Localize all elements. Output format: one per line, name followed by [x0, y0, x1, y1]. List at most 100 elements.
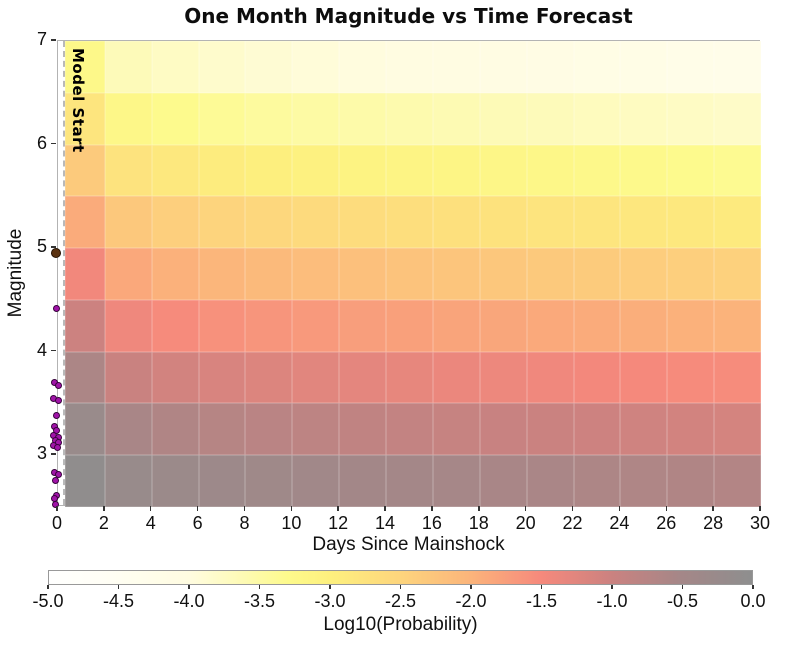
heatmap-cell [573, 248, 621, 300]
x-tick-label: 16 [421, 513, 442, 533]
plot-area: Model Start [50, 40, 761, 509]
heatmap-cell [526, 455, 574, 507]
heatmap-cell [620, 403, 668, 456]
heatmap-cell [714, 455, 761, 507]
chart-title: One Month Magnitude vs Time Forecast [184, 4, 633, 28]
heatmap-cell [526, 248, 574, 300]
heatmap-cell [104, 196, 152, 249]
heatmap-cell [292, 144, 340, 197]
heatmap-cell [65, 248, 105, 300]
colorbar-label: Log10(Probability) [323, 614, 478, 635]
x-tick-label: 24 [609, 513, 630, 533]
x-tick-mark [571, 506, 574, 511]
heatmap-cell [245, 144, 293, 197]
heatmap-cell [620, 92, 668, 145]
heatmap-cell [432, 196, 480, 249]
heatmap-cell [339, 455, 387, 507]
heatmap-cell [526, 351, 574, 404]
heatmap-cell [714, 248, 761, 300]
heatmap-cell [151, 144, 199, 197]
heatmap-cell [714, 299, 761, 352]
heatmap-cell [573, 196, 621, 249]
heatmap-cell [339, 403, 387, 456]
x-tick-mark [384, 506, 386, 511]
heatmap-cell [573, 403, 621, 456]
heatmap-cell [65, 196, 105, 249]
heatmap-cell [292, 41, 340, 93]
heatmap-cell [479, 248, 527, 300]
y-tick-mark [51, 349, 56, 352]
heatmap-cell [620, 299, 668, 352]
heatmap-cell [432, 403, 480, 456]
heatmap-cell [65, 144, 105, 197]
heatmap-cell [151, 455, 199, 507]
heatmap-cell [526, 196, 574, 249]
heatmap-cell [198, 196, 246, 249]
y-tick-mark [51, 39, 56, 41]
heatmap-cell [104, 403, 152, 456]
heatmap-cell [667, 403, 715, 456]
heatmap-cell [432, 144, 480, 197]
heatmap-cell [479, 41, 527, 93]
colorbar-tick-label: -0.5 [666, 591, 699, 611]
colorbar-tick-label: -2.0 [455, 591, 487, 611]
heatmap-cell [104, 351, 152, 404]
heatmap-cell [339, 196, 387, 249]
heatmap-cell [479, 92, 527, 145]
heatmap-cell [386, 41, 433, 93]
colorbar-tick-mark [611, 585, 613, 589]
heatmap-cell [245, 455, 293, 507]
heatmap-cell [104, 41, 152, 93]
heatmap-cell [65, 299, 105, 352]
heatmap-cell [667, 92, 715, 145]
colorbar-tick-label: -4.5 [102, 591, 135, 611]
heatmap-cell [714, 92, 761, 145]
heatmap-cell [245, 196, 293, 249]
heatmap-cell [339, 41, 387, 93]
x-tick-label: 2 [98, 513, 109, 533]
model-start-line [62, 41, 65, 505]
heatmap-cell [620, 351, 668, 404]
heatmap-cell [245, 403, 293, 456]
x-tick-mark [337, 506, 339, 511]
heatmap-cell [667, 299, 715, 352]
heatmap-cell [151, 351, 199, 404]
colorbar-tick-mark [681, 585, 684, 589]
colorbar-tick-mark [752, 585, 754, 589]
heatmap-cell [667, 351, 715, 404]
x-tick-label: 14 [375, 513, 396, 533]
heatmap-cell [292, 351, 340, 404]
x-tick-label: 6 [192, 513, 203, 533]
x-tick-label: 4 [145, 513, 156, 533]
heatmap-cell [573, 299, 621, 352]
x-tick-mark [103, 506, 105, 511]
x-tick-label: 12 [328, 513, 349, 533]
heatmap-cell [573, 144, 621, 197]
heatmap-cell [526, 403, 574, 456]
heatmap-cell [292, 403, 340, 456]
heatmap-cell [104, 455, 152, 507]
heatmap-cell [151, 41, 199, 93]
heatmap-cell [573, 41, 621, 93]
heatmap-cell [667, 41, 715, 93]
heatmap-cell [104, 248, 152, 300]
heatmap-cell [292, 455, 340, 507]
heatmap-cell [292, 92, 340, 145]
aftershock-point [52, 501, 60, 509]
heatmap-cell [386, 403, 433, 456]
y-tick-mark [51, 246, 56, 248]
colorbar-tick-label: 0.0 [740, 591, 766, 611]
x-tick-label: 28 [703, 513, 724, 533]
heatmap-cell [386, 351, 433, 404]
heatmap-cell [386, 248, 433, 300]
heatmap-cell [339, 299, 387, 352]
y-tick-mark [51, 453, 56, 455]
heatmap-cell [667, 144, 715, 197]
x-tick-mark [290, 506, 293, 511]
heatmap-cell [479, 403, 527, 456]
heatmap-cell [667, 196, 715, 249]
y-tick-label: 6 [36, 132, 47, 153]
heatmap-cell [339, 248, 387, 300]
heatmap-cell [65, 41, 105, 93]
